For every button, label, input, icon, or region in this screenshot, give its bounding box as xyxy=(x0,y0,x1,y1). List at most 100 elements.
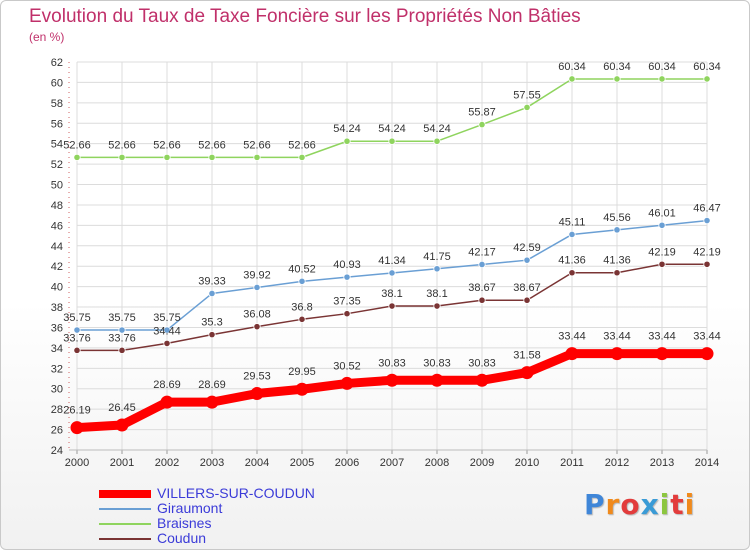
data-point xyxy=(343,273,351,281)
data-point xyxy=(703,216,711,225)
data-label: 41.36 xyxy=(603,255,631,267)
data-point xyxy=(298,277,306,285)
data-label: 33.76 xyxy=(108,332,136,344)
data-label: 52.66 xyxy=(108,139,136,151)
data-label: 26.19 xyxy=(63,405,91,417)
data-label: 46.47 xyxy=(693,203,721,215)
x-tick-label: 2000 xyxy=(65,457,89,469)
data-point xyxy=(568,269,576,277)
legend-label: Coudun xyxy=(157,530,207,546)
data-point xyxy=(298,153,306,161)
x-tick-label: 2006 xyxy=(335,457,359,469)
logo-letter: i xyxy=(659,488,671,521)
legend-swatch xyxy=(99,508,151,510)
x-tick-label: 2013 xyxy=(650,457,674,469)
logo-letter: r xyxy=(605,488,621,521)
x-tick-label: 2001 xyxy=(110,457,134,469)
logo-letter: t xyxy=(670,488,685,521)
y-tick-label: 38 xyxy=(51,302,63,314)
data-labels: 26.19 26.45 28.69 28.69 29.53 29.95 30.52 30.83… xyxy=(63,61,721,417)
y-tick-label: 44 xyxy=(51,241,63,253)
data-point xyxy=(658,75,666,83)
data-point xyxy=(388,269,396,277)
data-label: 34.44 xyxy=(153,325,181,337)
data-label: 33.44 xyxy=(558,331,586,343)
data-point xyxy=(613,75,621,83)
data-label: 52.66 xyxy=(288,139,316,151)
data-label: 39.92 xyxy=(243,269,271,281)
data-point xyxy=(475,373,489,387)
x-tick-label: 2005 xyxy=(290,457,314,469)
data-label: 41.34 xyxy=(378,255,406,267)
data-point xyxy=(70,421,84,435)
data-point xyxy=(208,289,216,298)
y-tick-label: 62 xyxy=(51,57,63,69)
x-tick-label: 2011 xyxy=(560,457,584,469)
data-point xyxy=(433,137,441,145)
data-point xyxy=(520,366,534,380)
data-label: 60.34 xyxy=(603,61,631,73)
x-tick-label: 2009 xyxy=(470,457,494,469)
data-point xyxy=(658,260,666,268)
series-lines xyxy=(70,75,714,435)
data-label: 54.24 xyxy=(423,123,451,135)
legend-swatch xyxy=(99,538,151,540)
data-label: 33.44 xyxy=(648,331,676,343)
y-tick-label: 24 xyxy=(51,445,63,457)
data-point xyxy=(568,75,576,83)
data-label: 60.34 xyxy=(648,61,676,73)
x-tick-label: 2007 xyxy=(380,457,404,469)
data-point xyxy=(298,315,306,323)
data-point xyxy=(433,265,441,273)
data-label: 36.08 xyxy=(243,309,271,321)
data-label: 54.24 xyxy=(333,123,361,135)
data-label: 33.76 xyxy=(63,332,91,344)
data-point xyxy=(160,395,174,409)
data-label: 35.75 xyxy=(153,312,181,324)
data-point xyxy=(163,326,171,334)
y-tick-label: 54 xyxy=(51,139,63,151)
y-tick-label: 36 xyxy=(51,322,63,334)
data-point xyxy=(253,323,261,331)
data-point xyxy=(253,153,261,161)
data-label: 35.75 xyxy=(108,312,136,324)
data-label: 30.83 xyxy=(423,357,451,369)
y-tick-label: 28 xyxy=(51,404,63,416)
x-tick-label: 2008 xyxy=(425,457,449,469)
data-point xyxy=(523,103,531,112)
data-label: 39.33 xyxy=(198,275,226,287)
data-label: 52.66 xyxy=(153,139,181,151)
legend-swatch xyxy=(99,523,151,525)
chart-subtitle: (en %) xyxy=(29,30,65,44)
data-label: 29.53 xyxy=(243,371,271,383)
data-point xyxy=(388,302,396,310)
data-label: 28.69 xyxy=(198,379,226,391)
data-label: 33.44 xyxy=(693,331,721,343)
data-label: 40.52 xyxy=(288,263,316,275)
data-label: 42.19 xyxy=(648,246,676,258)
data-label: 46.01 xyxy=(648,207,676,219)
data-label: 41.36 xyxy=(558,255,586,267)
data-label: 42.19 xyxy=(693,246,721,258)
data-point xyxy=(655,347,669,361)
data-label: 60.34 xyxy=(693,61,721,73)
y-tick-label: 40 xyxy=(51,282,63,294)
logo-letter: x xyxy=(640,488,660,521)
legend-swatch xyxy=(99,490,151,498)
logo-letter: o xyxy=(620,488,641,521)
data-point xyxy=(208,331,216,339)
y-tick-label: 60 xyxy=(51,77,63,89)
data-point xyxy=(163,339,171,348)
axes: 24 26 28 30 32 34 36 38 40 42 44 46 48 50 52 54 56 58 60 62… xyxy=(51,57,719,469)
y-tick-label: 34 xyxy=(51,343,63,355)
data-point xyxy=(115,418,129,432)
x-tick-label: 2002 xyxy=(155,457,179,469)
y-tick-label: 46 xyxy=(51,220,63,232)
data-label: 52.66 xyxy=(243,139,271,151)
y-tick-label: 56 xyxy=(51,118,63,130)
grid-lines xyxy=(76,61,708,451)
data-label: 40.93 xyxy=(333,259,361,271)
legend-label: Braisnes xyxy=(157,515,212,531)
